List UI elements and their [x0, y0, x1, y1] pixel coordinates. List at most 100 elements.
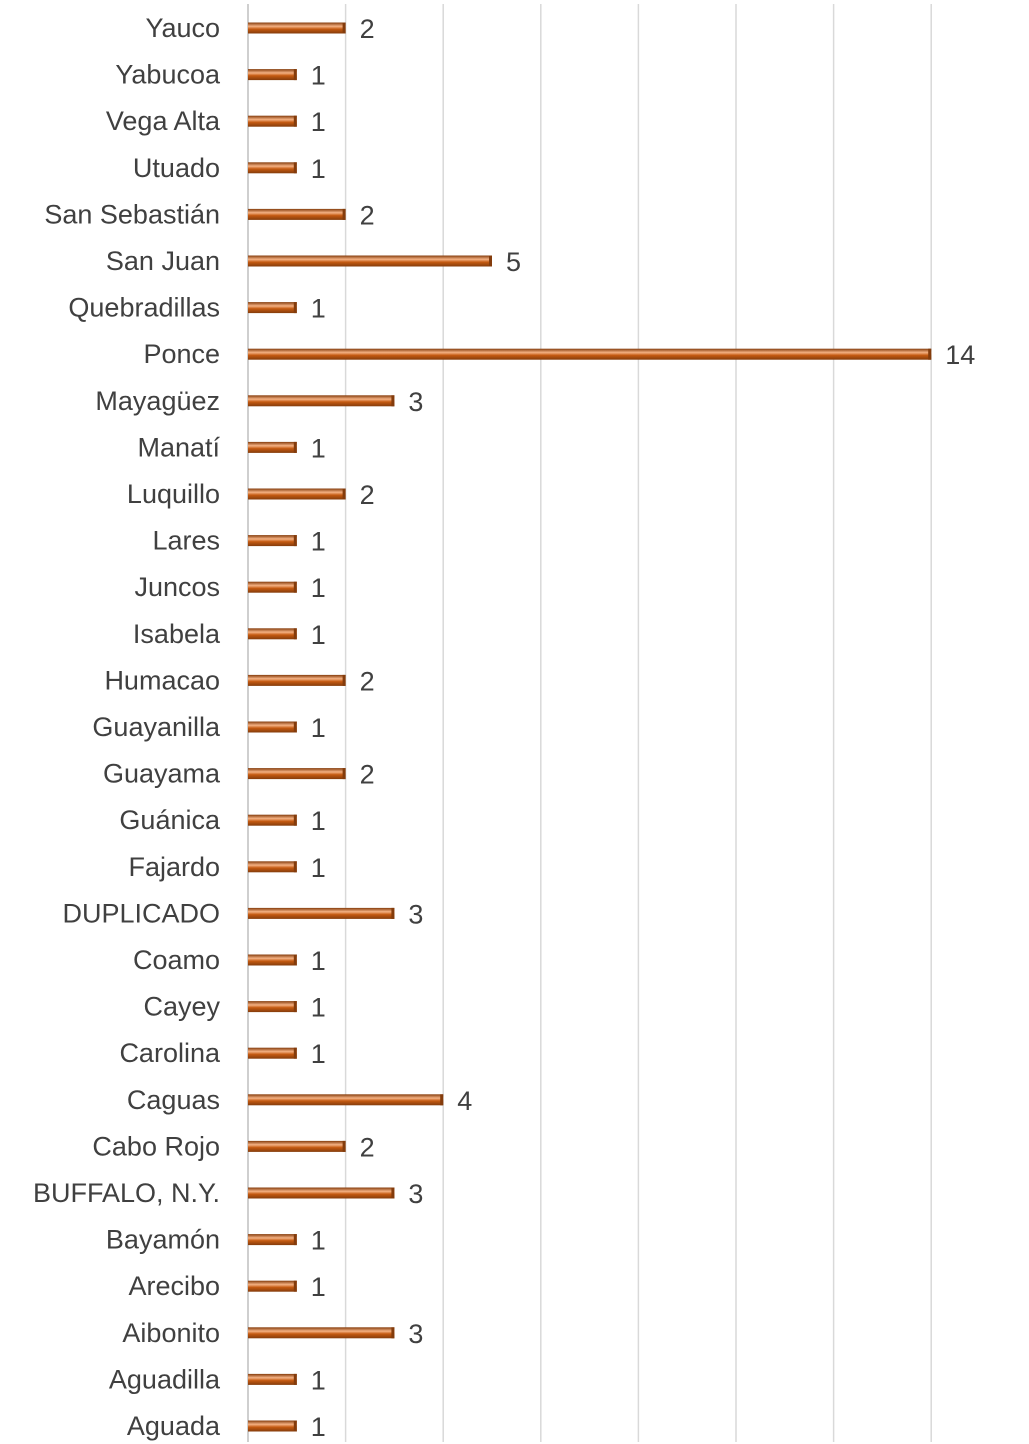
bar: [248, 22, 346, 34]
value-label: 14: [945, 340, 975, 370]
bar-end-cap: [342, 768, 346, 780]
value-label: 1: [311, 527, 326, 557]
bar-end-cap: [391, 395, 395, 407]
bar: [248, 115, 297, 127]
bar-end-cap: [293, 1234, 297, 1246]
bar: [248, 861, 297, 873]
category-label: Manatí: [137, 432, 220, 462]
bar: [248, 395, 395, 407]
bar-end-cap: [391, 907, 395, 919]
category-label: Aguada: [127, 1411, 221, 1441]
category-label: Caguas: [127, 1085, 220, 1115]
bar-end-cap: [391, 1327, 395, 1339]
bar: [248, 348, 932, 360]
value-label: 1: [311, 294, 326, 324]
category-label: Isabela: [133, 619, 221, 649]
bar: [248, 1047, 297, 1059]
category-label: Yabucoa: [115, 60, 221, 90]
bar: [248, 768, 346, 780]
category-label: Ponce: [143, 339, 220, 369]
value-label: 2: [360, 760, 375, 790]
category-label: DUPLICADO: [62, 898, 220, 928]
value-label: 1: [311, 573, 326, 603]
bar-end-cap: [440, 1094, 444, 1106]
bar: [248, 1327, 395, 1339]
value-label: 1: [311, 993, 326, 1023]
bars: [248, 22, 932, 1432]
bar: [248, 208, 346, 220]
bar: [248, 1420, 297, 1432]
value-label: 1: [311, 61, 326, 91]
bar-end-cap: [489, 255, 492, 267]
bar: [248, 302, 297, 314]
bar-end-cap: [342, 22, 346, 34]
bar: [248, 674, 346, 686]
bar-end-cap: [342, 674, 346, 686]
bar-end-cap: [342, 208, 346, 220]
bar-end-cap: [293, 1280, 297, 1292]
category-label: Aguadilla: [109, 1364, 221, 1394]
value-label: 3: [408, 1179, 423, 1209]
value-label: 1: [311, 1365, 326, 1395]
category-label: Utuado: [133, 153, 220, 183]
value-label: 2: [360, 666, 375, 696]
bar-end-cap: [293, 1420, 297, 1432]
bar-end-cap: [391, 1187, 395, 1199]
value-label: 1: [311, 1412, 326, 1442]
category-label: Arecibo: [128, 1271, 220, 1301]
bar: [248, 628, 297, 640]
bar-end-cap: [293, 1373, 297, 1385]
bar-end-cap: [342, 1140, 346, 1152]
bar: [248, 907, 395, 919]
value-label: 1: [311, 946, 326, 976]
bar: [248, 535, 297, 547]
value-label: 3: [408, 899, 423, 929]
value-label: 1: [311, 1039, 326, 1069]
bar-end-cap: [293, 441, 297, 453]
category-label: Cabo Rojo: [92, 1131, 220, 1161]
bar: [248, 255, 492, 267]
category-label: Fajardo: [128, 852, 220, 882]
bar-end-cap: [293, 535, 297, 547]
category-label: San Juan: [106, 246, 220, 276]
value-label: 1: [311, 1272, 326, 1302]
bar: [248, 69, 297, 81]
bar-end-cap: [293, 302, 297, 314]
bar: [248, 814, 297, 826]
category-labels: Yauco Yabucoa Vega Alta Utuado San Sebastián…: [33, 13, 221, 1441]
bar-end-cap: [293, 162, 297, 174]
value-label: 1: [311, 713, 326, 743]
category-label: Vega Alta: [106, 106, 221, 136]
category-label: Quebradillas: [68, 293, 220, 323]
bar-end-cap: [342, 488, 346, 500]
bar-end-cap: [293, 814, 297, 826]
category-label: Mayagüez: [95, 386, 220, 416]
value-label: 1: [311, 107, 326, 137]
bar: [248, 954, 297, 966]
value-label: 1: [311, 433, 326, 463]
bar: [248, 1094, 444, 1106]
value-label: 3: [408, 1319, 423, 1349]
bar: [248, 1140, 346, 1152]
category-label: Luquillo: [127, 479, 220, 509]
bar: [248, 162, 297, 174]
category-label: San Sebastián: [44, 199, 220, 229]
category-label: Guayama: [103, 759, 221, 789]
category-label: Humacao: [104, 665, 220, 695]
bar: [248, 1234, 297, 1246]
bar-end-cap: [293, 861, 297, 873]
value-label: 5: [506, 247, 521, 277]
bar: [248, 1187, 395, 1199]
bar-end-cap: [293, 1001, 297, 1013]
bar: [248, 581, 297, 593]
category-label: Bayamón: [106, 1225, 220, 1255]
category-label: Juncos: [134, 572, 220, 602]
category-label: BUFFALO, N.Y.: [33, 1178, 220, 1208]
bar-end-cap: [293, 69, 297, 81]
bar-end-cap: [293, 954, 297, 966]
bar: [248, 1001, 297, 1013]
category-label: Cayey: [143, 992, 220, 1022]
category-label: Lares: [152, 526, 220, 556]
